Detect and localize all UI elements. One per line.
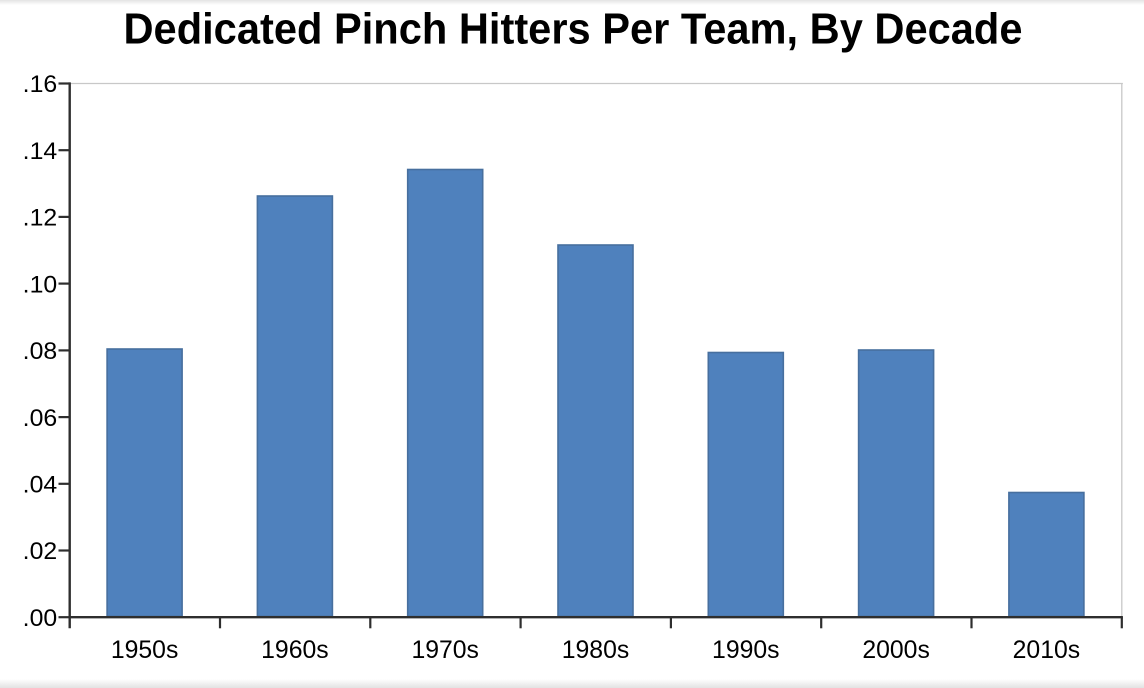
svg-text:1980s: 1980s bbox=[562, 636, 630, 664]
svg-text:.16: .16 bbox=[23, 72, 58, 98]
svg-text:1970s: 1970s bbox=[411, 636, 479, 664]
svg-text:.00: .00 bbox=[23, 606, 58, 632]
svg-text:1960s: 1960s bbox=[261, 636, 329, 664]
svg-text:.02: .02 bbox=[23, 539, 58, 565]
svg-text:.10: .10 bbox=[23, 272, 58, 298]
svg-text:2010s: 2010s bbox=[1013, 636, 1081, 664]
svg-text:2000s: 2000s bbox=[862, 636, 930, 664]
svg-text:.14: .14 bbox=[23, 139, 58, 165]
svg-text:Dedicated Pinch Hitters Per Te: Dedicated Pinch Hitters Per Team, By Dec… bbox=[124, 6, 1023, 54]
svg-text:.12: .12 bbox=[23, 206, 58, 232]
svg-text:.08: .08 bbox=[23, 339, 58, 365]
svg-text:1950s: 1950s bbox=[111, 636, 179, 664]
svg-text:.04: .04 bbox=[23, 473, 58, 499]
svg-text:1990s: 1990s bbox=[712, 636, 780, 664]
svg-text:.06: .06 bbox=[23, 406, 58, 432]
